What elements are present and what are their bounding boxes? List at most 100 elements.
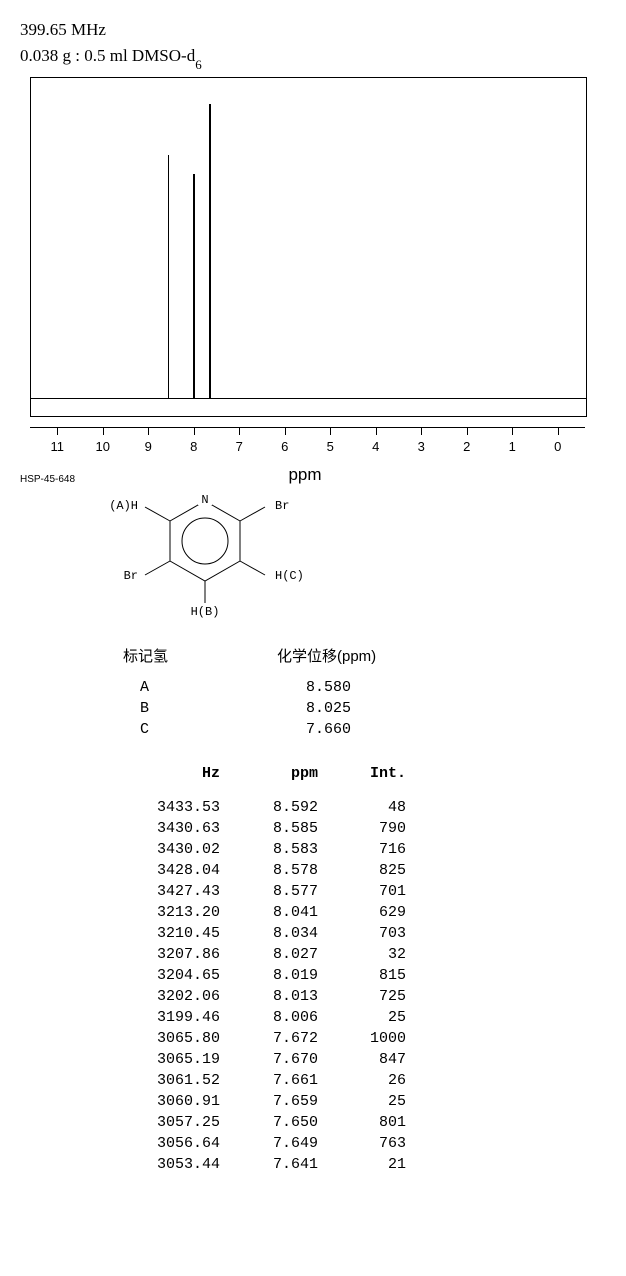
assignment-table: 标记氢 化学位移(ppm) A8.580B8.025C7.660 (120, 642, 379, 741)
hsp-code: HSP-45-648 (20, 474, 75, 485)
peak-row: 3057.257.650801 (122, 1113, 414, 1132)
peak-cell-int: 48 (328, 798, 414, 817)
peak-cell-int: 25 (328, 1092, 414, 1111)
sample-line: 0.038 g : 0.5 ml DMSO-d6 (20, 46, 606, 69)
peak-cell-int: 825 (328, 861, 414, 880)
peak-row: 3213.208.041629 (122, 903, 414, 922)
frequency-line: 399.65 MHz (20, 20, 606, 40)
peak-cell-ppm: 8.034 (230, 924, 326, 943)
peak-cell-hz: 3433.53 (122, 798, 228, 817)
assignment-row: B8.025 (122, 699, 377, 718)
axis-tick-label: 11 (51, 439, 65, 454)
peak-cell-int: 847 (328, 1050, 414, 1069)
peak-cell-ppm: 8.006 (230, 1008, 326, 1027)
peak-header-int: Int. (328, 765, 414, 796)
axis-tick-label: 9 (145, 439, 152, 454)
peak-row: 3207.868.02732 (122, 945, 414, 964)
axis-tick-label: 3 (418, 439, 425, 454)
peak-cell-ppm: 7.650 (230, 1113, 326, 1132)
peak-cell-hz: 3199.46 (122, 1008, 228, 1027)
axis-tick-label: 2 (463, 439, 470, 454)
atom-h-c: H(C) (275, 569, 304, 583)
peak-cell-int: 725 (328, 987, 414, 1006)
peak-row: 3060.917.65925 (122, 1092, 414, 1111)
axis-tick-label: 10 (96, 439, 110, 454)
nmr-peak (194, 174, 196, 398)
peak-cell-ppm: 8.577 (230, 882, 326, 901)
peak-header-hz: Hz (122, 765, 228, 796)
peak-cell-hz: 3428.04 (122, 861, 228, 880)
peak-cell-ppm: 7.661 (230, 1071, 326, 1090)
peak-cell-hz: 3210.45 (122, 924, 228, 943)
spectrum-baseline (31, 398, 586, 399)
axis-tick (148, 427, 149, 435)
peak-row: 3053.447.64121 (122, 1155, 414, 1174)
peak-row: 3199.468.00625 (122, 1008, 414, 1027)
assignment-ppm: 8.025 (276, 699, 377, 718)
assignment-row: A8.580 (122, 678, 377, 697)
peak-cell-int: 703 (328, 924, 414, 943)
peak-cell-int: 21 (328, 1155, 414, 1174)
peak-cell-hz: 3213.20 (122, 903, 228, 922)
nmr-peak (168, 155, 170, 398)
peak-cell-int: 32 (328, 945, 414, 964)
peak-cell-int: 716 (328, 840, 414, 859)
nmr-peak (210, 130, 212, 399)
peak-cell-ppm: 8.583 (230, 840, 326, 859)
peak-header-ppm: ppm (230, 765, 326, 796)
peak-cell-ppm: 8.585 (230, 819, 326, 838)
peak-cell-hz: 3061.52 (122, 1071, 228, 1090)
peak-row: 3428.048.578825 (122, 861, 414, 880)
peak-cell-hz: 3427.43 (122, 882, 228, 901)
assignment-col2-header: 化学位移(ppm) (276, 644, 377, 676)
peak-cell-ppm: 7.659 (230, 1092, 326, 1111)
atom-n: N (201, 493, 208, 507)
peak-row: 3061.527.66126 (122, 1071, 414, 1090)
peak-cell-hz: 3060.91 (122, 1092, 228, 1111)
peak-cell-ppm: 7.641 (230, 1155, 326, 1174)
peak-cell-hz: 3430.63 (122, 819, 228, 838)
axis-tick (467, 427, 468, 435)
peak-cell-ppm: 8.578 (230, 861, 326, 880)
peak-row: 3430.638.585790 (122, 819, 414, 838)
assignment-row: C7.660 (122, 720, 377, 739)
atom-br-bottom: Br (124, 569, 138, 583)
peak-cell-int: 25 (328, 1008, 414, 1027)
axis-tick (285, 427, 286, 435)
peak-row: 3430.028.583716 (122, 840, 414, 859)
axis-tick-label: 6 (281, 439, 288, 454)
atom-h-b: H(B) (191, 605, 220, 619)
peak-row: 3056.647.649763 (122, 1134, 414, 1153)
peak-cell-ppm: 7.670 (230, 1050, 326, 1069)
peak-cell-int: 701 (328, 882, 414, 901)
axis-title: ppm (275, 465, 335, 485)
axis-tick-label: 1 (509, 439, 516, 454)
peak-cell-int: 801 (328, 1113, 414, 1132)
peak-row: 3210.458.034703 (122, 924, 414, 943)
peak-cell-ppm: 8.019 (230, 966, 326, 985)
peak-cell-hz: 3204.65 (122, 966, 228, 985)
assignment-label: B (122, 699, 274, 718)
peak-cell-hz: 3202.06 (122, 987, 228, 1006)
sample-prefix: 0.038 g : 0.5 ml DMSO-d (20, 46, 195, 65)
peak-row: 3202.068.013725 (122, 987, 414, 1006)
peak-cell-ppm: 8.013 (230, 987, 326, 1006)
axis-line (30, 427, 585, 428)
peak-cell-ppm: 8.041 (230, 903, 326, 922)
peak-list-table: Hz ppm Int. 3433.538.592483430.638.58579… (120, 763, 416, 1176)
spectrum-frame (30, 77, 587, 417)
molecule-structure: N Br H(C) H(B) Br (A)H (90, 481, 606, 626)
assignment-label: C (122, 720, 274, 739)
axis-tick-label: 7 (236, 439, 243, 454)
peak-cell-int: 1000 (328, 1029, 414, 1048)
peak-cell-hz: 3065.80 (122, 1029, 228, 1048)
peak-cell-int: 763 (328, 1134, 414, 1153)
axis-tick (512, 427, 513, 435)
peak-cell-hz: 3056.64 (122, 1134, 228, 1153)
axis-tick (421, 427, 422, 435)
peak-cell-hz: 3430.02 (122, 840, 228, 859)
axis-tick (330, 427, 331, 435)
axis-tick-label: 8 (190, 439, 197, 454)
axis-tick (103, 427, 104, 435)
sample-subscript: 6 (195, 57, 202, 72)
